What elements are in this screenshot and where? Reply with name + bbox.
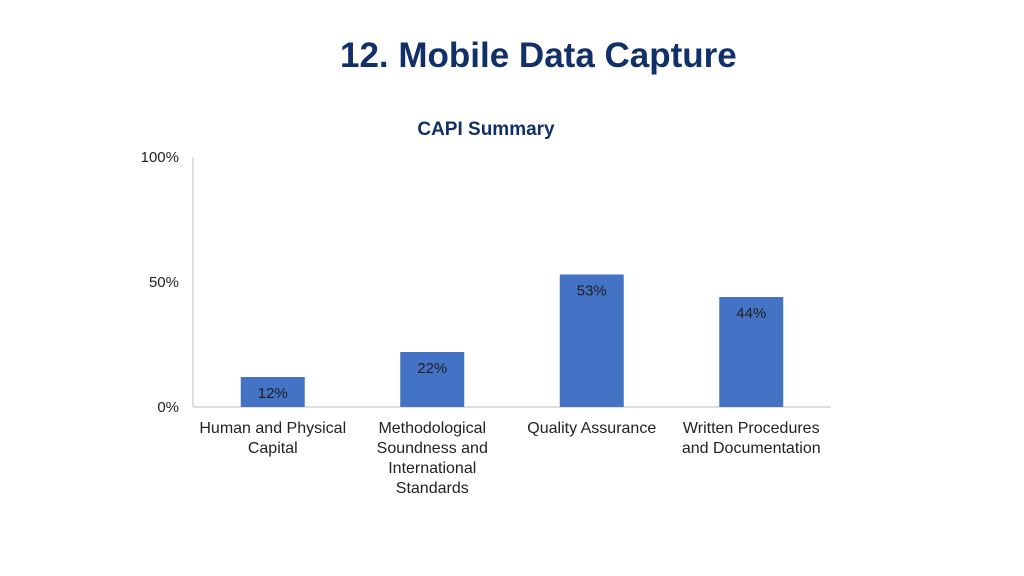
x-tick-label-line: Standards xyxy=(396,480,469,497)
chart-title: CAPI Summary xyxy=(417,119,555,140)
x-tick-label: Quality Assurance xyxy=(527,420,656,437)
x-tick-label-line: International xyxy=(388,460,476,477)
x-tick-label: Methodological Soundness and International… xyxy=(377,420,488,497)
x-tick-label: Human and Physical Capital xyxy=(199,420,346,457)
x-tick-label-line: Soundness and xyxy=(377,440,488,457)
data-label: 22% xyxy=(417,360,447,377)
data-label: 12% xyxy=(258,385,288,402)
x-tick-label-line: and Documentation xyxy=(682,440,821,457)
bar xyxy=(719,297,784,407)
data-label: 44% xyxy=(736,305,766,322)
y-axis-tick-labels: 0% 50% 100% xyxy=(141,149,179,416)
y-tick-label: 50% xyxy=(149,274,179,291)
data-labels: 12% 22% 53% 44% xyxy=(258,283,767,403)
bar xyxy=(240,377,305,407)
x-tick-label-line: Capital xyxy=(248,440,298,457)
bar xyxy=(559,274,624,407)
bar xyxy=(400,352,465,407)
x-tick-label-line: Quality Assurance xyxy=(527,420,656,437)
y-tick-label: 100% xyxy=(141,149,179,166)
x-tick-label-line: Human and Physical xyxy=(199,420,346,437)
y-tick-label: 0% xyxy=(157,399,179,416)
x-axis-tick-labels: Human and Physical Capital Methodological S… xyxy=(199,420,820,497)
x-tick-label-line: Methodological xyxy=(378,420,486,437)
x-tick-label: Written Procedures and Documentation xyxy=(682,420,821,457)
data-label: 53% xyxy=(577,283,607,300)
x-tick-label-line: Written Procedures xyxy=(683,420,820,437)
bar-series xyxy=(240,274,784,407)
slide-title: 12. Mobile Data Capture xyxy=(340,36,737,75)
